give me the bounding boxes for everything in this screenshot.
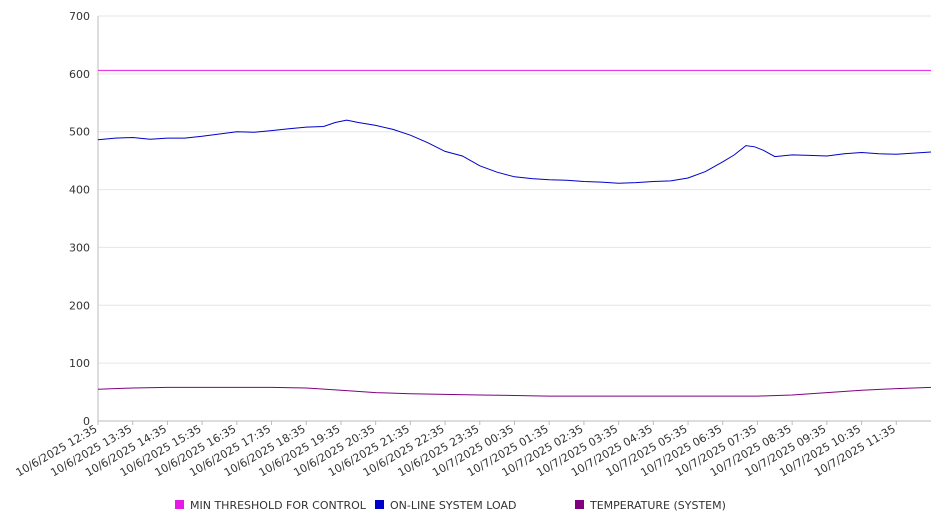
legend-label: MIN THRESHOLD FOR CONTROL	[190, 499, 367, 512]
axes	[97, 16, 931, 422]
series-line	[97, 119, 932, 184]
legend-swatch	[575, 500, 584, 509]
y-axis-ticks: 0 100 200 300 400 500 600 700	[69, 10, 90, 428]
legend-label: ON-LINE SYSTEM LOAD	[390, 499, 516, 512]
grid	[98, 15, 931, 364]
legend-label: TEMPERATURE (SYSTEM)	[589, 499, 726, 512]
series-lines	[97, 69, 932, 397]
series-line	[97, 386, 932, 397]
legend-swatch	[375, 500, 384, 509]
y-tick-label: 100	[69, 357, 90, 370]
y-tick-label: 300	[69, 241, 90, 254]
y-tick-label: 200	[69, 299, 90, 312]
legend: MIN THRESHOLD FOR CONTROL ON-LINE SYSTEM …	[175, 499, 726, 512]
y-tick-label: 500	[69, 126, 90, 139]
y-tick-label: 400	[69, 184, 90, 197]
legend-swatch	[175, 500, 184, 509]
y-tick-label: 0	[83, 415, 90, 428]
y-tick-label: 600	[69, 68, 90, 81]
y-tick-label: 700	[69, 10, 90, 23]
